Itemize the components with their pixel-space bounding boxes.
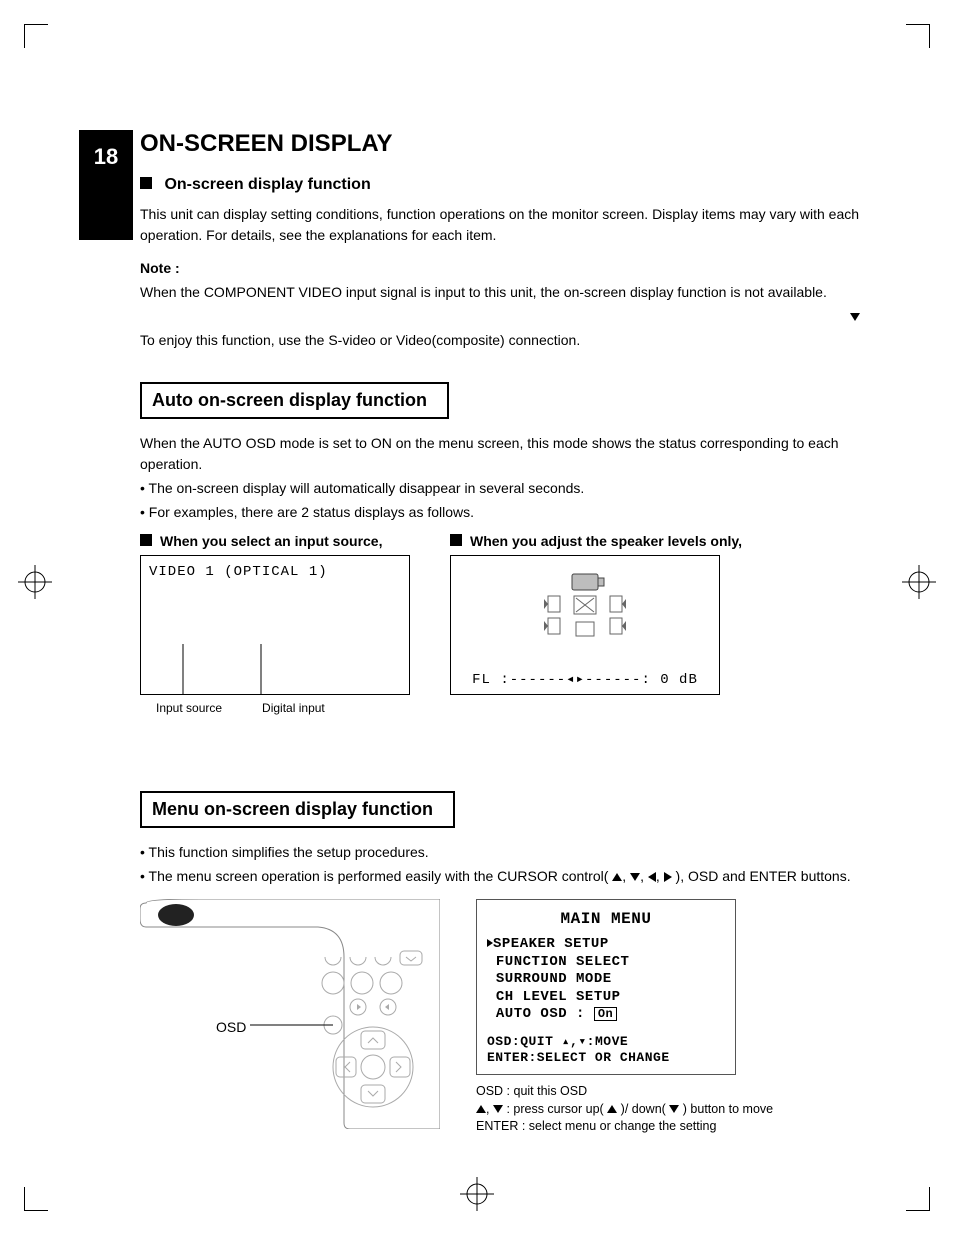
note-lead: Note : (140, 260, 180, 276)
example-2: When you adjust the speaker levels only, (450, 533, 742, 715)
registration-mark (902, 565, 936, 599)
osd-frame-speaker: FL :------◂▸------: 0 dB (450, 555, 720, 695)
legend-line: ENTER : select menu or change the settin… (476, 1118, 773, 1136)
triangle-up-icon (612, 873, 622, 881)
note-block: Note : When the COMPONENT VIDEO input si… (140, 258, 860, 351)
osd-label: OSD (216, 1019, 246, 1035)
page-number: 18 (79, 130, 133, 240)
example-1-label: When you select an input source, (160, 533, 382, 549)
page-title: ON-SCREEN DISPLAY (140, 130, 860, 158)
triangle-down-icon (630, 873, 640, 881)
section-title: Auto on-screen display function (140, 382, 449, 419)
sec2-line2b: ), OSD and ENTER buttons. (676, 868, 851, 884)
menu-item: SURROUND MODE (487, 971, 725, 989)
menu-item: CH LEVEL SETUP (487, 989, 725, 1007)
triangle-up-icon (476, 1105, 486, 1113)
menu-footer: ENTER:SELECT OR CHANGE (487, 1050, 725, 1066)
main-menu-title: MAIN MENU (487, 910, 725, 928)
triangle-down-icon (850, 313, 860, 321)
main-menu-osd: MAIN MENU SPEAKER SETUP FUNCTION SELECT … (476, 899, 736, 1075)
sec1-body: When the AUTO OSD mode is set to ON on t… (140, 433, 860, 523)
osd-text: FL :------◂▸------: 0 dB (459, 671, 711, 688)
menu-item: AUTO OSD : On (487, 1006, 725, 1024)
legend: OSD : quit this OSD , : press cursor up(… (476, 1083, 773, 1136)
note-tri-text: To enjoy this function, use the S-video … (140, 330, 860, 351)
example-1-captions: Input source Digital input (140, 701, 410, 715)
osd-frame-input: VIDEO 1 (OPTICAL 1) (140, 555, 410, 695)
caption-digital-input: Digital input (262, 701, 325, 715)
triangle-left-icon (648, 872, 656, 882)
crop-mark (24, 24, 48, 48)
callout-lines-icon (141, 644, 411, 694)
square-bullet-icon (140, 177, 152, 189)
square-bullet-icon (450, 534, 462, 546)
triangle-right-icon (664, 872, 672, 882)
auto-osd-value: On (594, 1007, 617, 1021)
menu-footer: OSD:QUIT ▴,▾:MOVE (487, 1034, 725, 1050)
intro-subhead-text: On-screen display function (164, 176, 370, 193)
speaker-layout-icon (542, 572, 628, 653)
example-2-label: When you adjust the speaker levels only, (470, 533, 742, 549)
square-bullet-icon (140, 534, 152, 546)
remote-icon (140, 899, 440, 1129)
sec2-body: • This function simplifies the setup pro… (140, 842, 860, 887)
example-1: When you select an input source, VIDEO 1… (140, 533, 410, 715)
note-body: When the COMPONENT VIDEO input signal is… (140, 282, 860, 303)
triangle-down-icon (669, 1105, 679, 1113)
section-title: Menu on-screen display function (140, 791, 455, 828)
legend-line: OSD : quit this OSD (476, 1083, 773, 1101)
caption-input-source: Input source (156, 701, 222, 715)
crop-mark (906, 24, 930, 48)
menu-item: SPEAKER SETUP (487, 936, 725, 954)
intro-paragraph: This unit can display setting conditions… (140, 204, 860, 246)
registration-mark (18, 565, 52, 599)
triangle-down-icon (493, 1105, 503, 1113)
crop-mark (906, 1187, 930, 1211)
intro-subhead: On-screen display function (140, 176, 860, 194)
main-menu-panel: MAIN MENU SPEAKER SETUP FUNCTION SELECT … (476, 899, 773, 1136)
legend-line: , : press cursor up( )/ down( ) button t… (476, 1101, 773, 1119)
triangle-up-icon (607, 1105, 617, 1113)
menu-item: FUNCTION SELECT (487, 954, 725, 972)
registration-mark (460, 1177, 494, 1211)
sec2-line2a: • The menu screen operation is performed… (140, 868, 608, 884)
remote-diagram: OSD (140, 899, 440, 1132)
crop-mark (24, 1187, 48, 1211)
osd-text: VIDEO 1 (OPTICAL 1) (149, 564, 401, 580)
